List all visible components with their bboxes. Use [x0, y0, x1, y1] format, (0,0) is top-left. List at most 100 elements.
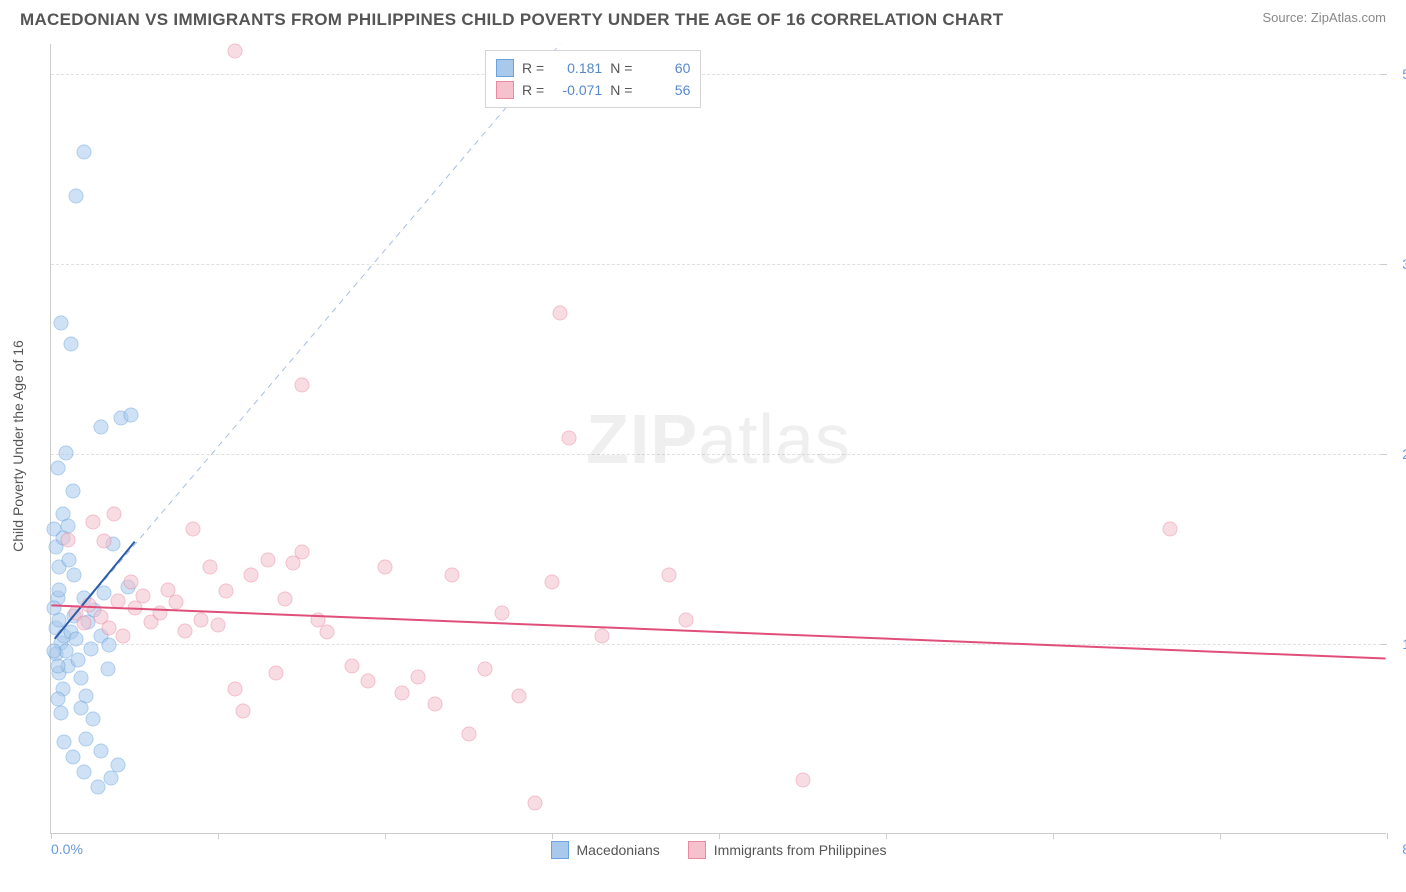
- y-tick-label: 12.5%: [1402, 636, 1406, 652]
- swatch-series-1: [688, 841, 706, 859]
- y-tick-mark: [1381, 454, 1387, 455]
- x-tick-mark: [1220, 833, 1221, 839]
- data-point-series-0: [69, 631, 84, 646]
- x-axis-min-label: 0.0%: [51, 841, 83, 857]
- gridline: [51, 264, 1386, 265]
- data-point-series-1: [211, 617, 226, 632]
- data-point-series-1: [678, 613, 693, 628]
- swatch-series-0: [496, 59, 514, 77]
- data-point-series-0: [50, 461, 65, 476]
- data-point-series-0: [62, 552, 77, 567]
- data-point-series-1: [135, 589, 150, 604]
- data-point-series-1: [795, 772, 810, 787]
- data-point-series-1: [152, 605, 167, 620]
- x-tick-mark: [51, 833, 52, 839]
- data-point-series-0: [70, 652, 85, 667]
- r-value-0: 0.181: [552, 60, 602, 76]
- data-point-series-1: [194, 613, 209, 628]
- data-point-series-0: [50, 692, 65, 707]
- source-label: Source: ZipAtlas.com: [1262, 10, 1386, 25]
- data-point-series-0: [102, 637, 117, 652]
- n-label: N =: [610, 82, 632, 98]
- r-value-1: -0.071: [552, 82, 602, 98]
- data-point-series-1: [378, 560, 393, 575]
- data-point-series-1: [661, 567, 676, 582]
- data-point-series-1: [227, 681, 242, 696]
- data-point-series-1: [545, 575, 560, 590]
- x-tick-mark: [886, 833, 887, 839]
- data-point-series-1: [294, 544, 309, 559]
- data-point-series-1: [294, 377, 309, 392]
- data-point-series-0: [52, 582, 67, 597]
- data-point-series-0: [77, 765, 92, 780]
- r-label: R =: [522, 60, 544, 76]
- n-label: N =: [610, 60, 632, 76]
- data-point-series-1: [511, 689, 526, 704]
- data-point-series-1: [110, 593, 125, 608]
- data-point-series-0: [54, 705, 69, 720]
- data-point-series-1: [169, 595, 184, 610]
- data-point-series-0: [90, 780, 105, 795]
- data-point-series-1: [528, 795, 543, 810]
- data-point-series-0: [47, 601, 62, 616]
- swatch-series-1: [496, 81, 514, 99]
- data-point-series-0: [94, 420, 109, 435]
- data-point-series-1: [561, 431, 576, 446]
- gridline: [51, 454, 1386, 455]
- data-point-series-0: [94, 743, 109, 758]
- data-point-series-1: [344, 658, 359, 673]
- data-point-series-1: [461, 727, 476, 742]
- data-point-series-1: [319, 625, 334, 640]
- x-tick-mark: [1387, 833, 1388, 839]
- correlation-legend: R = 0.181 N = 60 R = -0.071 N = 56: [485, 50, 701, 108]
- legend-item-1: Immigrants from Philippines: [688, 841, 887, 859]
- data-point-series-0: [54, 315, 69, 330]
- y-axis-label: Child Poverty Under the Age of 16: [10, 340, 26, 552]
- chart-title: MACEDONIAN VS IMMIGRANTS FROM PHILIPPINE…: [20, 10, 1003, 30]
- legend-item-0: Macedonians: [550, 841, 659, 859]
- swatch-series-0: [550, 841, 568, 859]
- data-point-series-1: [85, 514, 100, 529]
- y-tick-label: 50.0%: [1402, 66, 1406, 82]
- data-point-series-1: [361, 674, 376, 689]
- data-point-series-0: [110, 757, 125, 772]
- data-point-series-1: [244, 567, 259, 582]
- data-point-series-1: [236, 704, 251, 719]
- data-point-series-0: [65, 484, 80, 499]
- data-point-series-1: [115, 628, 130, 643]
- y-tick-label: 37.5%: [1402, 256, 1406, 272]
- data-point-series-1: [411, 669, 426, 684]
- r-label: R =: [522, 82, 544, 98]
- data-point-series-1: [1162, 522, 1177, 537]
- x-tick-mark: [1053, 833, 1054, 839]
- data-point-series-1: [97, 534, 112, 549]
- data-point-series-0: [59, 446, 74, 461]
- data-point-series-0: [100, 661, 115, 676]
- data-point-series-0: [50, 658, 65, 673]
- data-point-series-0: [57, 734, 72, 749]
- data-point-series-0: [79, 731, 94, 746]
- data-point-series-0: [124, 408, 139, 423]
- series-name-0: Macedonians: [576, 842, 659, 858]
- gridline: [51, 74, 1386, 75]
- chart-plot-area: ZIPatlas R = 0.181 N = 60 R = -0.071 N =…: [50, 44, 1386, 834]
- data-point-series-1: [494, 605, 509, 620]
- data-point-series-1: [444, 567, 459, 582]
- data-point-series-0: [67, 567, 82, 582]
- data-point-series-0: [65, 750, 80, 765]
- data-point-series-1: [277, 592, 292, 607]
- data-point-series-0: [69, 189, 84, 204]
- legend-row-series-0: R = 0.181 N = 60: [496, 57, 690, 79]
- data-point-series-1: [60, 532, 75, 547]
- data-point-series-0: [84, 642, 99, 657]
- data-point-series-1: [185, 522, 200, 537]
- x-tick-mark: [719, 833, 720, 839]
- x-tick-mark: [552, 833, 553, 839]
- x-axis-max-label: 80.0%: [1402, 841, 1406, 857]
- data-point-series-1: [394, 686, 409, 701]
- data-point-series-1: [124, 575, 139, 590]
- watermark: ZIPatlas: [586, 399, 851, 479]
- data-point-series-1: [107, 506, 122, 521]
- data-point-series-1: [269, 666, 284, 681]
- y-tick-mark: [1381, 264, 1387, 265]
